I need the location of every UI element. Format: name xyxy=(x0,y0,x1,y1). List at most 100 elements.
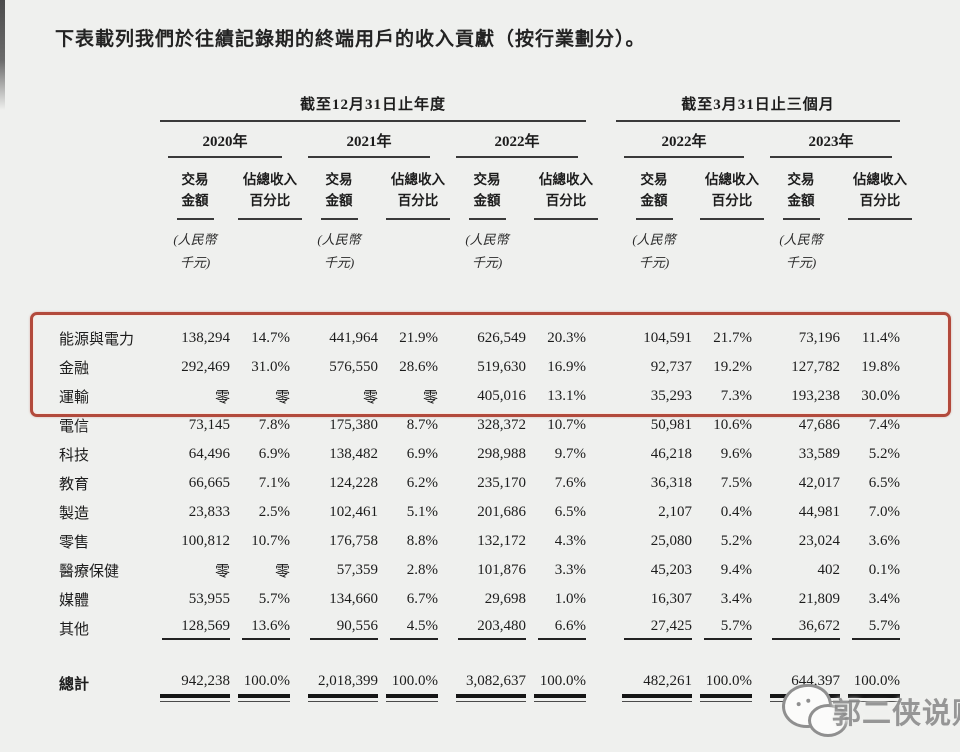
cell-value: 33,589 xyxy=(798,446,841,462)
year-2023-q1: 2023年 xyxy=(770,130,893,158)
cell-value: 132,172 xyxy=(477,533,526,549)
cell-value: 73,145 xyxy=(188,417,230,433)
cell-value: 29,698 xyxy=(484,591,526,607)
table-row: 電信 73,145 7.8% 175,380 8.7% 328,372 10.7… xyxy=(55,411,905,440)
cell-value: 0.1% xyxy=(868,562,901,578)
cell-value: 6.5% xyxy=(554,504,587,520)
total-value: 942,238 xyxy=(155,673,235,707)
table-row: 媒體 53,955 5.7% 134,660 6.7% 29,698 1.0% … xyxy=(55,585,905,614)
cell-value: 203,480 xyxy=(443,614,531,643)
cell-value: 42,017 xyxy=(798,475,841,491)
cell-value: 3.3% xyxy=(554,562,587,578)
column-gap xyxy=(591,614,611,643)
row-label: 媒體 xyxy=(59,593,90,609)
section-header-quarter: 截至3月31日止三個月 xyxy=(616,93,901,122)
cell-value: 1.0% xyxy=(554,591,587,607)
cell-value: 134,660 xyxy=(329,591,378,607)
cell-value: 8.8% xyxy=(406,533,438,549)
subheader-percent: 佔總收入 百分比 xyxy=(386,170,450,220)
cell-value: 7.6% xyxy=(554,475,587,491)
table-row: 其他 128,569 13.6% 90,556 4.5% 203,480 6.6… xyxy=(55,614,905,643)
column-gap xyxy=(591,469,611,498)
cell-value: 201,686 xyxy=(477,504,526,520)
subheader-amount: 交易 金額 xyxy=(176,170,214,220)
cell-value: 21.7% xyxy=(713,330,753,346)
cell-value: 13.6% xyxy=(235,614,295,643)
row-label: 其他 xyxy=(59,622,90,638)
cell-value: 9.7% xyxy=(554,446,587,462)
cell-value: 441,964 xyxy=(329,330,378,346)
column-gap xyxy=(591,90,611,122)
row-label: 零售 xyxy=(59,535,90,551)
cell-value: 5.7% xyxy=(258,591,290,607)
cell-value: 292,469 xyxy=(181,359,230,375)
cell-value: 35,293 xyxy=(650,388,693,404)
cell-value: 9.4% xyxy=(720,562,753,578)
cell-value: 519,630 xyxy=(477,359,526,375)
total-value: 482,261 xyxy=(611,673,697,707)
year-header-row: 2020年 2021年 2022年 2022年 2023年 xyxy=(55,122,905,158)
cell-value: 6.9% xyxy=(406,446,438,462)
cell-value: 7.5% xyxy=(720,475,753,491)
subheader-amount: 交易 金額 xyxy=(468,170,506,220)
column-gap xyxy=(591,498,611,527)
total-value: 2,018,399 xyxy=(295,673,383,707)
subheader-amount: 交易 金額 xyxy=(782,170,820,220)
cell-value: 6.5% xyxy=(868,475,901,491)
cell-value: 4.5% xyxy=(383,614,443,643)
cell-value: 57,359 xyxy=(336,562,378,578)
cell-value: 124,228 xyxy=(329,475,378,491)
cell-value: 9.6% xyxy=(720,446,753,462)
cell-value: 零 xyxy=(274,390,290,406)
cell-value: 46,218 xyxy=(650,446,693,462)
subheader-row: 交易 金額 佔總收入 百分比 交易 金額 佔總收入 百分比 交易 金額 佔總收入 百分比 交… xyxy=(55,158,913,220)
cell-value: 23,024 xyxy=(798,533,841,549)
table-row: 運輸 零 零 零 零 405,016 13.1% 35,293 7.3% 193… xyxy=(55,382,905,411)
cell-value: 50,981 xyxy=(650,417,693,433)
total-label: 總計 xyxy=(59,677,90,693)
cell-value: 3.4% xyxy=(720,591,753,607)
column-gap xyxy=(591,382,611,411)
cell-value: 7.3% xyxy=(720,388,753,404)
cell-value: 零 xyxy=(214,564,230,580)
section-header-annual: 截至12月31日止年度 xyxy=(160,93,587,122)
total-value: 100.0% xyxy=(531,673,591,707)
cell-value: 5.7% xyxy=(697,614,757,643)
cell-value: 零 xyxy=(274,564,290,580)
revenue-by-industry-table: 截至12月31日止年度 截至3月31日止三個月 2020年 2021年 2022… xyxy=(55,90,913,707)
cell-value: 128,569 xyxy=(155,614,235,643)
cell-value: 5.2% xyxy=(868,446,901,462)
data-table: 截至12月31日止年度 截至3月31日止三個月 2020年 2021年 2022… xyxy=(55,90,913,707)
cell-value: 3.6% xyxy=(868,533,901,549)
table-row: 零售 100,812 10.7% 176,758 8.8% 132,172 4.… xyxy=(55,527,905,556)
cell-value: 16.9% xyxy=(547,359,587,375)
cell-value: 138,294 xyxy=(181,330,230,346)
subheader-amount: 交易 金額 xyxy=(320,170,358,220)
cell-value: 零 xyxy=(362,390,378,406)
total-value: 100.0% xyxy=(697,673,757,707)
subheader-percent: 佔總收入 百分比 xyxy=(700,170,765,220)
row-label: 醫療保健 xyxy=(59,564,120,580)
column-gap xyxy=(591,585,611,614)
row-label: 科技 xyxy=(59,448,90,464)
total-row: 總計 942,238 100.0% 2,018,399 100.0% 3,082… xyxy=(55,673,905,707)
table-row: 科技 64,496 6.9% 138,482 6.9% 298,988 9.7%… xyxy=(55,440,905,469)
row-label: 運輸 xyxy=(59,390,90,406)
cell-value: 235,170 xyxy=(477,475,526,491)
cell-value: 66,665 xyxy=(188,475,230,491)
cell-value: 576,550 xyxy=(329,359,378,375)
cell-value: 6.7% xyxy=(406,591,438,607)
cell-value: 14.7% xyxy=(251,330,290,346)
scan-edge-artifact xyxy=(0,0,5,110)
cell-value: 73,196 xyxy=(798,330,841,346)
cell-value: 16,307 xyxy=(650,591,693,607)
cell-value: 11.4% xyxy=(861,330,901,346)
cell-value: 4.3% xyxy=(554,533,587,549)
cell-value: 7.4% xyxy=(868,417,901,433)
cell-value: 92,737 xyxy=(650,359,693,375)
column-gap xyxy=(591,673,611,707)
cell-value: 100,812 xyxy=(181,533,230,549)
watermark: 郭二侠说财 xyxy=(768,676,960,748)
cell-value: 7.8% xyxy=(258,417,290,433)
column-gap xyxy=(591,556,611,585)
